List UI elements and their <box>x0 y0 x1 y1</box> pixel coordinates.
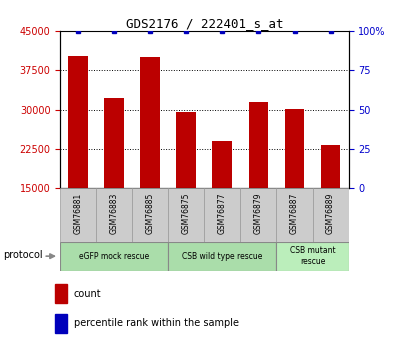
Text: GSM76887: GSM76887 <box>290 192 299 234</box>
Text: CSB wild type rescue: CSB wild type rescue <box>182 252 263 261</box>
Bar <box>312 188 349 241</box>
Bar <box>321 145 340 188</box>
Text: eGFP mock rescue: eGFP mock rescue <box>79 252 149 261</box>
Bar <box>240 188 276 241</box>
Bar <box>212 141 232 188</box>
Bar <box>276 188 312 241</box>
Bar <box>140 57 160 188</box>
Bar <box>276 241 349 271</box>
Text: GSM76889: GSM76889 <box>326 192 335 234</box>
Bar <box>60 188 96 241</box>
Title: GDS2176 / 222401_s_at: GDS2176 / 222401_s_at <box>126 17 283 30</box>
Text: GSM76879: GSM76879 <box>254 192 263 234</box>
Text: GSM76875: GSM76875 <box>182 192 191 234</box>
Bar <box>104 98 124 188</box>
Text: percentile rank within the sample: percentile rank within the sample <box>73 318 239 328</box>
Bar <box>168 188 204 241</box>
Bar <box>285 109 305 188</box>
Bar <box>55 284 67 303</box>
Bar <box>68 56 88 188</box>
Bar <box>60 241 168 271</box>
Bar <box>249 102 269 188</box>
Text: GSM76877: GSM76877 <box>218 192 227 234</box>
Bar <box>204 188 240 241</box>
Bar <box>168 241 276 271</box>
Bar <box>132 188 168 241</box>
Text: CSB mutant
rescue: CSB mutant rescue <box>290 246 335 266</box>
Bar <box>55 314 67 333</box>
Text: count: count <box>73 289 101 298</box>
Bar <box>176 112 196 188</box>
Text: protocol: protocol <box>3 250 43 260</box>
Text: GSM76881: GSM76881 <box>74 192 83 234</box>
Text: GSM76883: GSM76883 <box>110 192 119 234</box>
Bar <box>96 188 132 241</box>
Text: GSM76885: GSM76885 <box>146 192 155 234</box>
